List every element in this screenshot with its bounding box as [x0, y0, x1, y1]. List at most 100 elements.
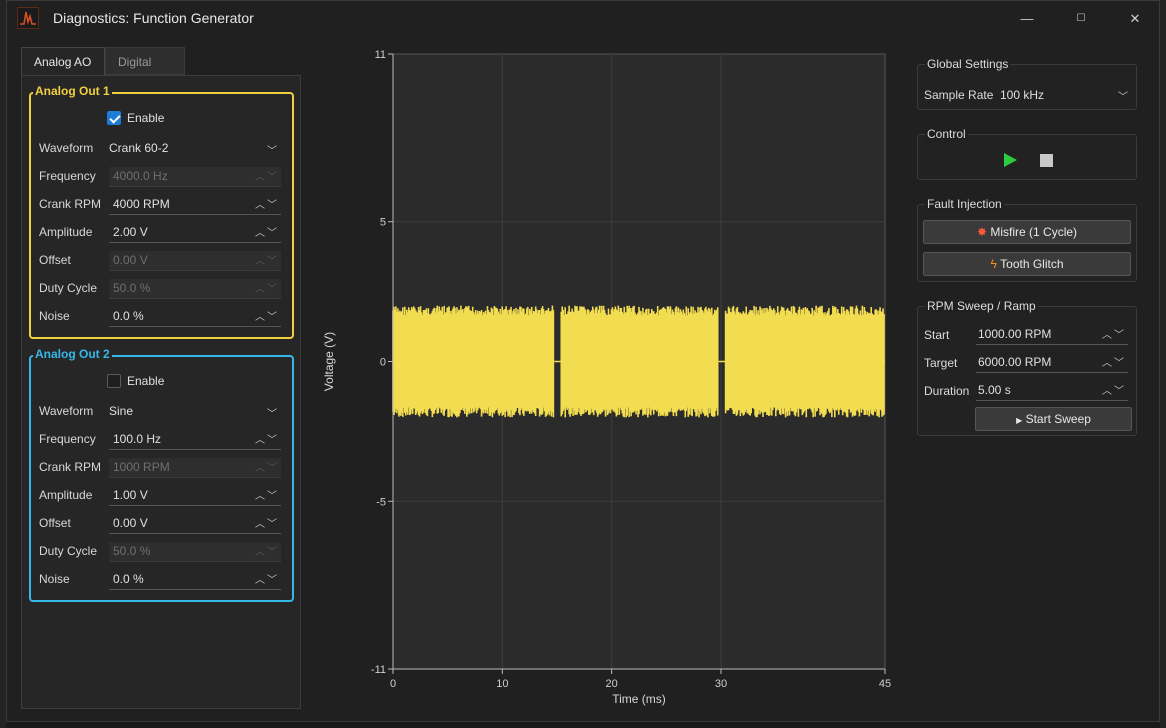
y-tick-label: 0	[380, 357, 386, 369]
duty-cycle-value: 50.0 %	[113, 544, 151, 558]
ao1-waveform-select[interactable]: Crank 60-2 ﹀	[109, 139, 281, 159]
misfire-button[interactable]: ✸ Misfire (1 Cycle)	[923, 220, 1131, 244]
offset-label: Offset	[39, 253, 71, 267]
target-label: Target	[924, 356, 958, 370]
tab-digital-do[interactable]: Digital DO	[105, 47, 185, 97]
maximize-icon: ☐	[1076, 13, 1086, 24]
play-small-icon: ▶	[1016, 416, 1023, 425]
ao2-offset-row: Offset 0.00 V ︿﹀	[39, 514, 284, 534]
amplitude-value: 2.00 V	[113, 225, 148, 239]
x-tick-label: 30	[715, 678, 727, 690]
frequency-value: 100.0 Hz	[113, 432, 162, 446]
ao1-crank-rpm-spinbox[interactable]: 4000 RPM ︿﹀	[109, 195, 281, 215]
function-generator-window: Diagnostics: Function Generator — ☐ ✕ An…	[6, 0, 1160, 722]
ao2-frequency-spinbox[interactable]: 100.0 Hz ︿﹀	[109, 430, 281, 450]
analog-out-2-group: Analog Out 2 Enable Waveform Sine ﹀ Freq…	[29, 347, 294, 602]
ao1-amplitude-row: Amplitude 2.00 V ︿﹀	[39, 223, 284, 243]
chevron-down-icon: ﹀	[267, 146, 277, 157]
ao1-frequency-spinbox: 4000.0 Hz ︿﹀	[109, 167, 281, 187]
rpm-sweep-group: RPM Sweep / Ramp Start 1000.00 RPM ︿﹀ Ta…	[917, 299, 1137, 436]
enable-label: Enable	[127, 111, 165, 125]
spinner-arrows-icon: ︿﹀	[255, 463, 279, 474]
ao1-waveform-row: Waveform Crank 60-2 ﹀	[39, 139, 284, 159]
title-bar[interactable]: Diagnostics: Function Generator — ☐ ✕	[7, 1, 1159, 37]
ao2-offset-spinbox[interactable]: 0.00 V ︿﹀	[109, 514, 281, 534]
maximize-button[interactable]: ☐	[1071, 9, 1091, 29]
y-tick-label: -11	[371, 664, 386, 676]
checkbox-unchecked-icon[interactable]	[107, 374, 121, 388]
sample-rate-select[interactable]: 100 kHz ﹀	[1000, 85, 1132, 105]
amplitude-label: Amplitude	[39, 488, 93, 502]
ao1-offset-row: Offset 0.00 V ︿﹀	[39, 251, 284, 271]
duty-cycle-label: Duty Cycle	[39, 281, 98, 295]
ao2-noise-row: Noise 0.0 % ︿﹀	[39, 570, 284, 590]
spinner-arrows-icon[interactable]: ︿﹀	[255, 575, 279, 586]
spinner-arrows-icon[interactable]: ︿﹀	[255, 200, 279, 211]
crank-rpm-value: 4000 RPM	[113, 197, 170, 211]
waveform-label: Waveform	[39, 141, 94, 155]
fault-injection-title: Fault Injection	[925, 197, 1004, 211]
spinner-arrows-icon[interactable]: ︿﹀	[255, 435, 279, 446]
close-button[interactable]: ✕	[1125, 9, 1145, 29]
ao2-noise-spinbox[interactable]: 0.0 % ︿﹀	[109, 570, 281, 590]
start-rpm-spinbox[interactable]: 1000.00 RPM ︿﹀	[976, 325, 1128, 345]
ao2-waveform-select[interactable]: Sine ﹀	[109, 402, 281, 422]
waveform-plot[interactable]: 0 10 20 30 45 11 5 0 -5 -11 Time (ms) Voltage (V)	[307, 37, 907, 717]
chevron-down-icon: ﹀	[1118, 92, 1128, 103]
ao2-duty-cycle-spinbox: 50.0 % ︿﹀	[109, 542, 281, 562]
ao2-frequency-row: Frequency 100.0 Hz ︿﹀	[39, 430, 284, 450]
start-label: Start	[924, 328, 950, 342]
minimize-button[interactable]: —	[1017, 9, 1037, 29]
analog-out-2-title: Analog Out 2	[33, 347, 112, 361]
waveform-value: Sine	[109, 404, 134, 418]
window-title: Diagnostics: Function Generator	[53, 10, 254, 26]
enable-label: Enable	[127, 374, 165, 388]
x-tick-label: 0	[390, 678, 396, 690]
tab-analog-ao[interactable]: Analog AO	[21, 47, 105, 75]
global-settings-title: Global Settings	[925, 57, 1011, 71]
tooth-glitch-button[interactable]: ϟ Tooth Glitch	[923, 252, 1131, 276]
duty-cycle-label: Duty Cycle	[39, 544, 98, 558]
x-tick-label: 45	[879, 678, 891, 690]
lightning-icon: ϟ	[990, 257, 997, 271]
ao2-amplitude-row: Amplitude 1.00 V ︿﹀	[39, 486, 284, 506]
waveform-trace	[392, 305, 885, 418]
spinner-arrows-icon[interactable]: ︿﹀	[255, 491, 279, 502]
start-rpm-value: 1000.00 RPM	[978, 327, 1052, 341]
duration-value: 5.00 s	[978, 383, 1011, 397]
ao1-amplitude-spinbox[interactable]: 2.00 V ︿﹀	[109, 223, 281, 243]
minimize-icon: —	[1020, 11, 1034, 26]
spinner-arrows-icon[interactable]: ︿﹀	[255, 228, 279, 239]
spinner-arrows-icon[interactable]: ︿﹀	[1102, 386, 1126, 397]
noise-value: 0.0 %	[113, 309, 144, 323]
checkbox-checked-icon[interactable]	[107, 111, 121, 125]
spinner-arrows-icon[interactable]: ︿﹀	[1102, 358, 1126, 369]
app-icon	[17, 7, 39, 29]
spinner-arrows-icon[interactable]: ︿﹀	[255, 312, 279, 323]
start-sweep-label: Start Sweep	[1025, 412, 1091, 426]
control-title: Control	[925, 127, 968, 141]
crank-rpm-label: Crank RPM	[39, 460, 102, 474]
duration-spinbox[interactable]: 5.00 s ︿﹀	[976, 381, 1128, 401]
amplitude-label: Amplitude	[39, 225, 93, 239]
start-sweep-button[interactable]: ▶ Start Sweep	[975, 407, 1132, 431]
analog-out-1-group: Analog Out 1 Enable Waveform Crank 60-2 …	[29, 84, 294, 339]
background-window	[0, 0, 6, 728]
noise-label: Noise	[39, 572, 70, 586]
offset-value: 0.00 V	[113, 516, 148, 530]
crank-rpm-label: Crank RPM	[39, 197, 102, 211]
waveform-chart[interactable]: 0 10 20 30 45 11 5 0 -5 -11 Time (ms) Voltage (V)	[307, 37, 907, 717]
spinner-arrows-icon: ︿﹀	[255, 547, 279, 558]
background-window	[1160, 0, 1166, 728]
spinner-arrows-icon: ︿﹀	[255, 172, 279, 183]
ao1-noise-spinbox[interactable]: 0.0 % ︿﹀	[109, 307, 281, 327]
ao1-crank-rpm-row: Crank RPM 4000 RPM ︿﹀	[39, 195, 284, 215]
play-icon[interactable]	[1004, 153, 1017, 167]
spinner-arrows-icon[interactable]: ︿﹀	[1102, 330, 1126, 341]
stop-icon[interactable]	[1040, 154, 1053, 167]
ao2-amplitude-spinbox[interactable]: 1.00 V ︿﹀	[109, 486, 281, 506]
spinner-arrows-icon[interactable]: ︿﹀	[255, 519, 279, 530]
analog-out-1-title: Analog Out 1	[33, 84, 112, 98]
frequency-label: Frequency	[39, 169, 96, 183]
target-rpm-spinbox[interactable]: 6000.00 RPM ︿﹀	[976, 353, 1128, 373]
